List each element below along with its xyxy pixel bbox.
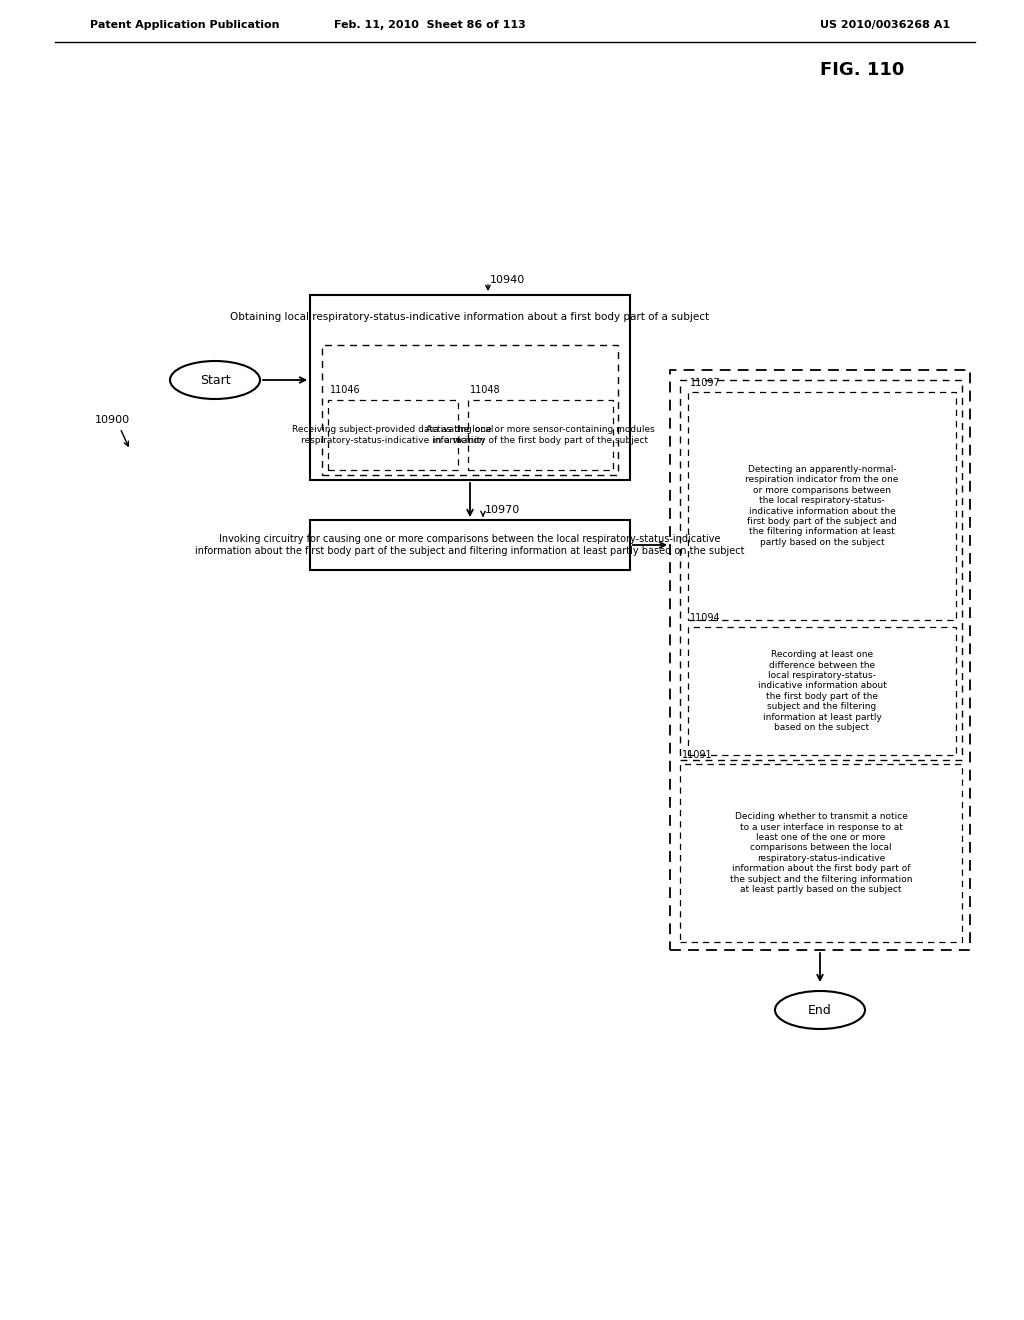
Bar bbox=[680, 764, 962, 942]
Text: Receiving subject-provided data as the local
respiratory-status-indicative infor: Receiving subject-provided data as the l… bbox=[292, 425, 494, 445]
Ellipse shape bbox=[775, 991, 865, 1030]
Text: 11097: 11097 bbox=[690, 378, 721, 388]
Text: Detecting an apparently-normal-
respiration indicator from the one
or more compa: Detecting an apparently-normal- respirat… bbox=[745, 465, 899, 546]
Text: Patent Application Publication: Patent Application Publication bbox=[90, 20, 280, 30]
Bar bbox=[328, 400, 458, 470]
Text: 10940: 10940 bbox=[490, 275, 525, 285]
Text: 11046: 11046 bbox=[330, 385, 360, 395]
Text: Feb. 11, 2010  Sheet 86 of 113: Feb. 11, 2010 Sheet 86 of 113 bbox=[334, 20, 526, 30]
Bar bbox=[322, 345, 618, 475]
Bar bbox=[468, 400, 613, 470]
Bar bbox=[688, 392, 956, 620]
Bar bbox=[310, 294, 630, 480]
Text: End: End bbox=[808, 1003, 831, 1016]
Text: Recording at least one
difference between the
local respiratory-status-
indicati: Recording at least one difference betwee… bbox=[758, 651, 887, 731]
Bar bbox=[310, 520, 630, 570]
Bar bbox=[688, 627, 956, 755]
Text: Deciding whether to transmit a notice
to a user interface in response to at
leas: Deciding whether to transmit a notice to… bbox=[730, 812, 912, 894]
Text: Obtaining local respiratory-status-indicative information about a first body par: Obtaining local respiratory-status-indic… bbox=[230, 312, 710, 322]
Text: US 2010/0036268 A1: US 2010/0036268 A1 bbox=[820, 20, 950, 30]
Text: 11091: 11091 bbox=[682, 750, 713, 760]
Text: 10900: 10900 bbox=[95, 414, 130, 425]
Text: FIG. 110: FIG. 110 bbox=[820, 61, 904, 79]
Text: Invoking circuitry for causing one or more comparisons between the local respira: Invoking circuitry for causing one or mo… bbox=[196, 535, 744, 556]
Bar bbox=[670, 370, 970, 950]
Ellipse shape bbox=[170, 360, 260, 399]
Bar bbox=[680, 380, 962, 760]
Text: 11094: 11094 bbox=[690, 612, 721, 623]
Text: Start: Start bbox=[200, 374, 230, 387]
Text: 10970: 10970 bbox=[485, 506, 520, 515]
Text: Activating one or more sensor-containing modules
in a vicinity of the first body: Activating one or more sensor-containing… bbox=[426, 425, 655, 445]
Text: 11048: 11048 bbox=[470, 385, 501, 395]
